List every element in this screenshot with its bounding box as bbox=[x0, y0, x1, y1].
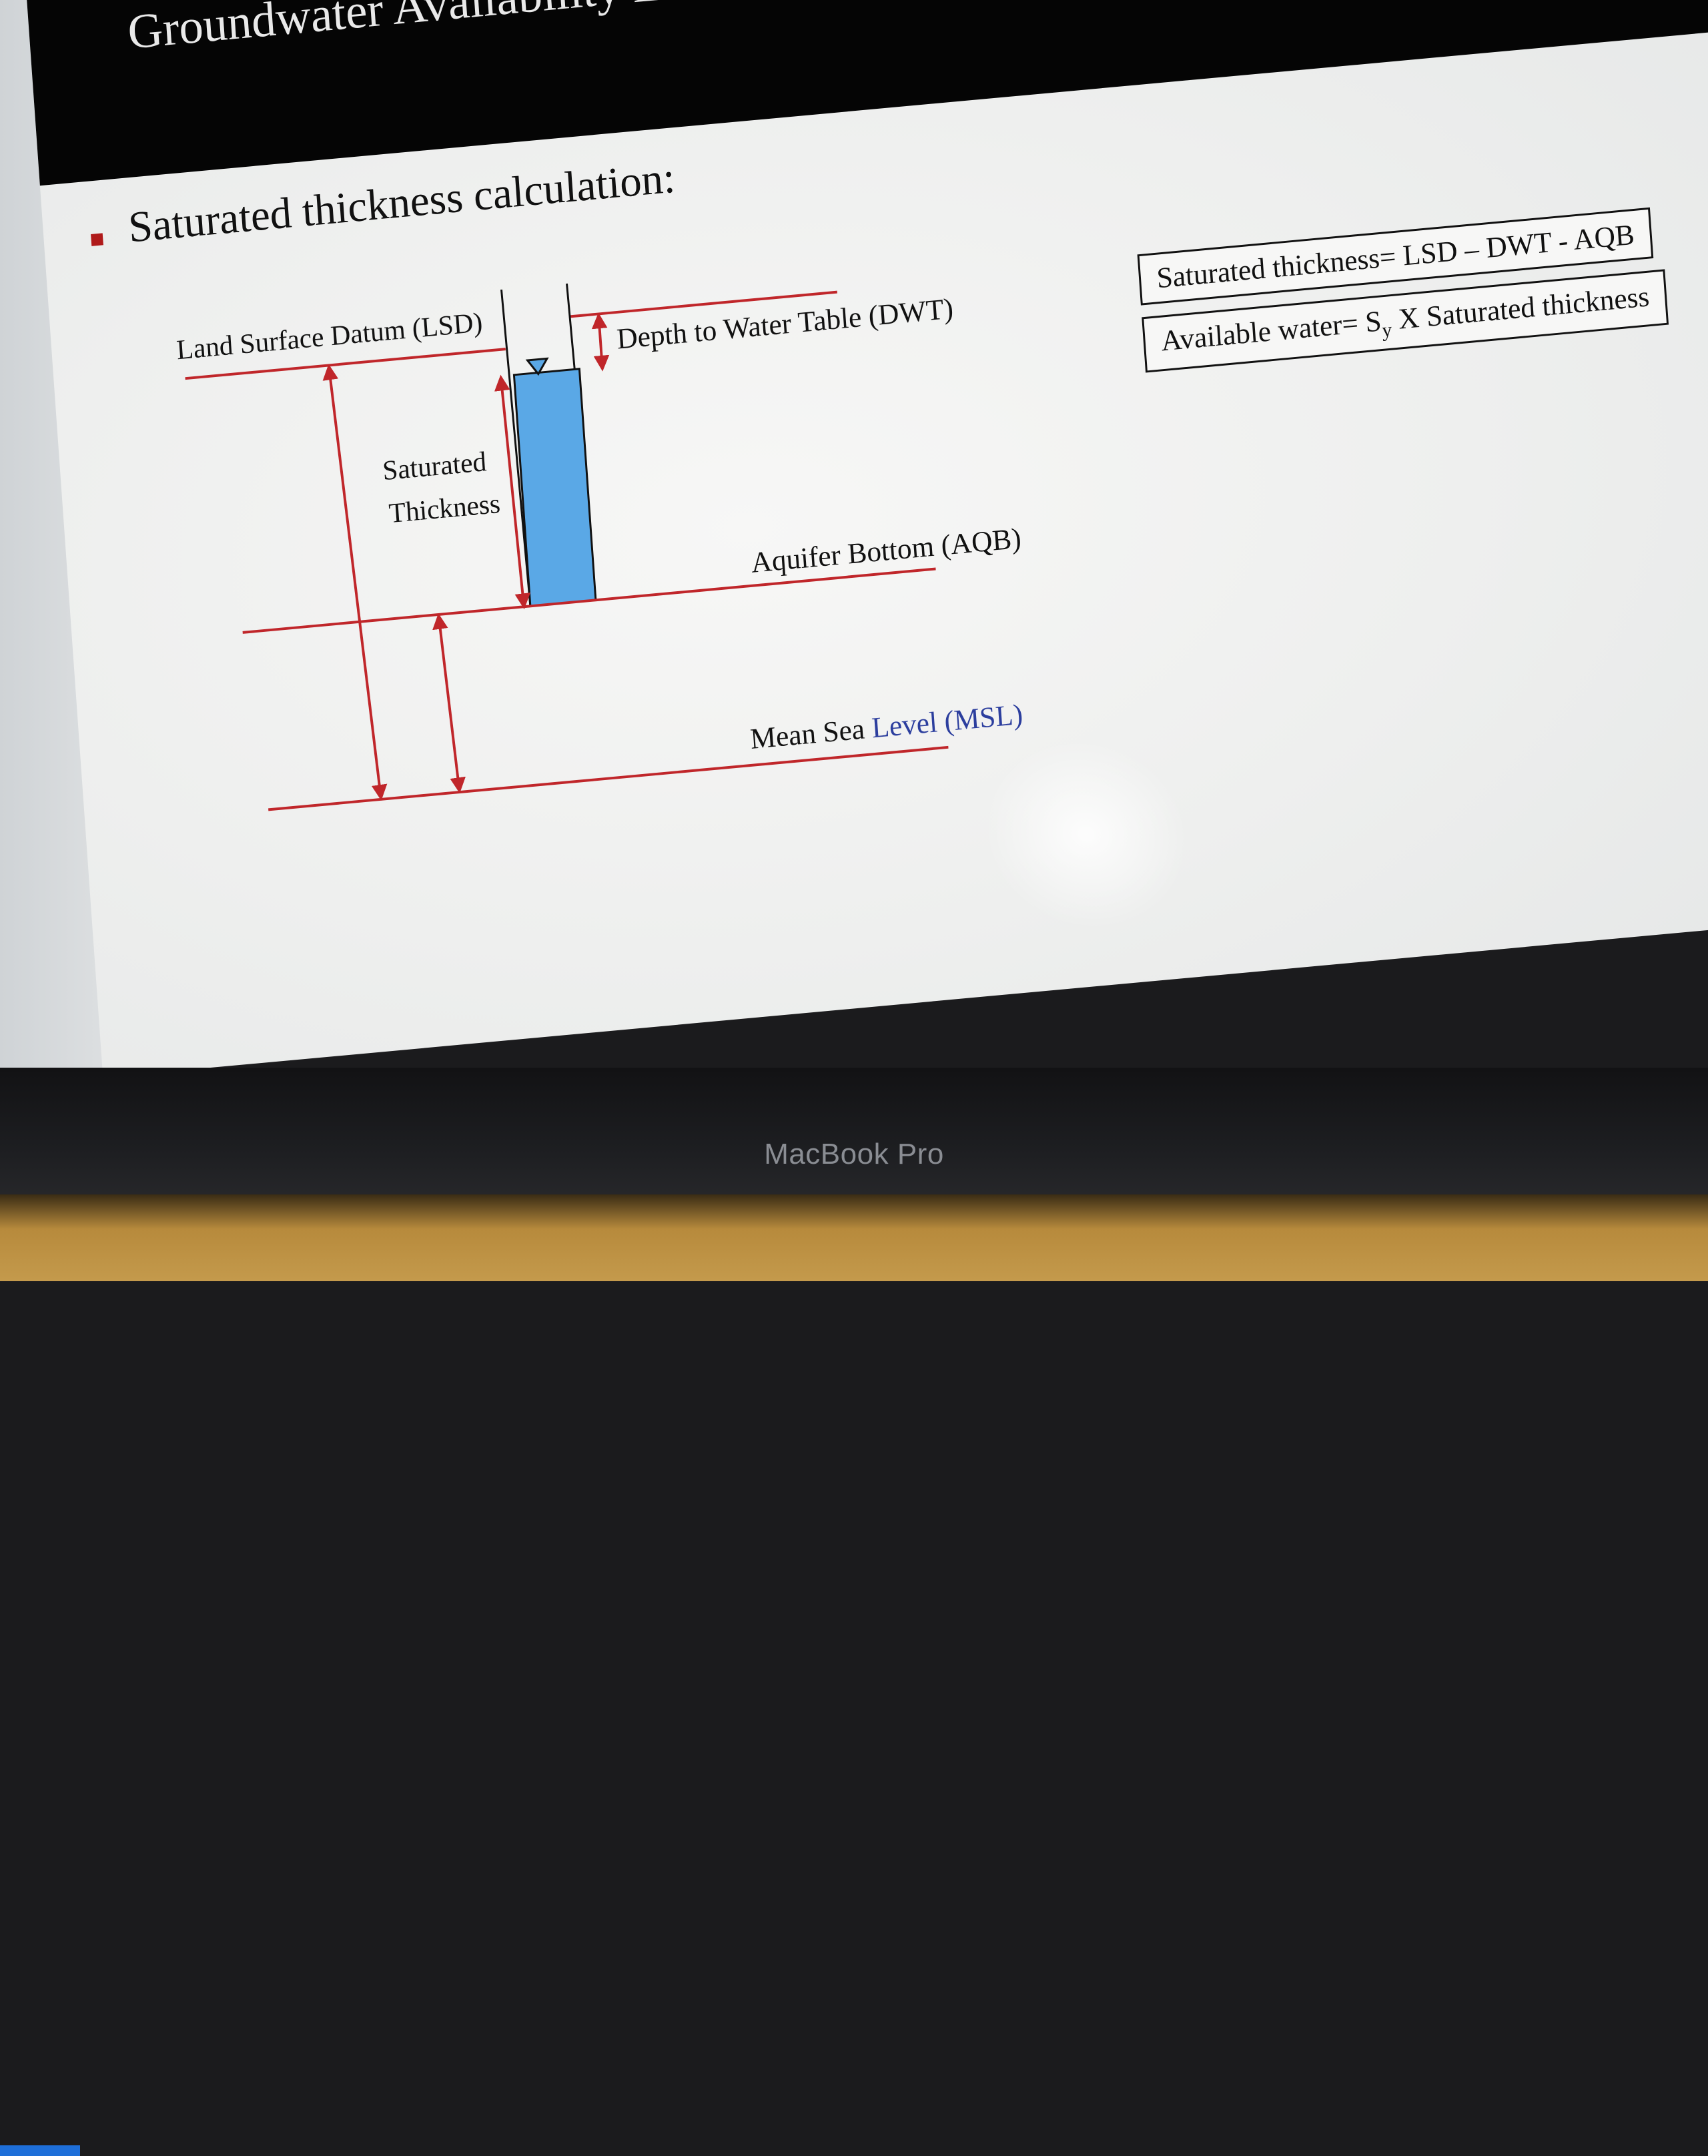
saturated-thickness-arrow bbox=[494, 374, 531, 610]
blue-strip bbox=[0, 2145, 80, 2156]
saturated-thickness-diagram: Depth to Water Table (DWT) Land Surface … bbox=[175, 283, 1024, 811]
lsd-to-msl-arrow bbox=[322, 364, 388, 801]
msl-label: Mean Sea Level (MSL) bbox=[749, 699, 1024, 756]
dwt-arrow bbox=[591, 312, 610, 372]
laptop-bezel bbox=[0, 1068, 1708, 2156]
aqb-to-msl-arrow bbox=[432, 613, 466, 794]
lsd-line bbox=[185, 348, 506, 380]
slide: Groundwater Availability Estimation: Ele… bbox=[26, 0, 1708, 1342]
lsd-line-right bbox=[568, 290, 837, 318]
desk-surface bbox=[0, 1194, 1708, 1281]
saturated-label-2: Thickness bbox=[388, 488, 501, 528]
lsd-label: Land Surface Datum (LSD) bbox=[175, 306, 484, 366]
msl-line bbox=[268, 745, 949, 811]
water-table-icon bbox=[525, 357, 549, 376]
saturated-label-1: Saturated bbox=[382, 446, 488, 486]
dwt-label: Depth to Water Table (DWT) bbox=[616, 292, 955, 355]
aqb-label: Aquifer Bottom (AQB) bbox=[750, 522, 1022, 579]
device-brand-label: MacBook Pro bbox=[764, 1138, 944, 1170]
